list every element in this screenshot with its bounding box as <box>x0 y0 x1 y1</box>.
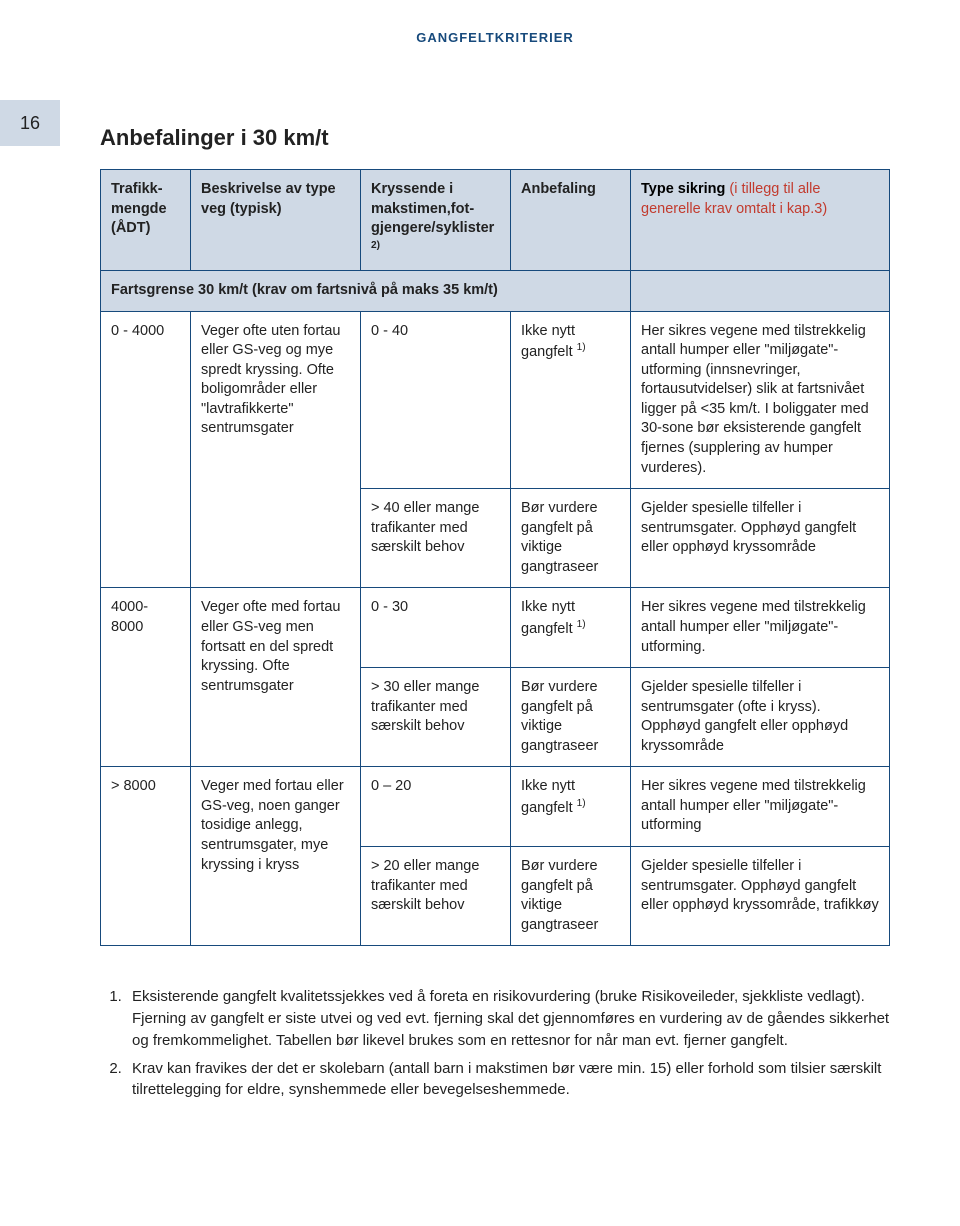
cell-adt: 4000-8000 <box>101 588 191 767</box>
footnote-1: Eksisterende gangfelt kvalitetssjekkes v… <box>126 986 890 1051</box>
cell-adt: 0 - 4000 <box>101 311 191 588</box>
running-head: GANGFELTKRITERIER <box>100 30 890 45</box>
page-number: 16 <box>0 100 60 146</box>
cell-rec-text: Ikke nytt gangfelt <box>521 778 577 815</box>
cell-rec-sup: 1) <box>577 798 586 809</box>
cell-recommendation: Ikke nytt gangfelt 1) <box>511 767 631 847</box>
cell-desc: Veger med fortau eller GS-veg, noen gang… <box>191 767 361 946</box>
cell-securing: Gjelder spesielle tilfeller i sentrumsga… <box>631 489 890 588</box>
col-header-crossing-text: Kryssende i makstimen,fot­gjengere/sykli… <box>371 181 494 236</box>
document-page: GANGFELTKRITERIER 16 Anbefalinger i 30 k… <box>0 0 960 1147</box>
cell-adt: > 8000 <box>101 767 191 946</box>
col-header-crossing: Kryssende i makstimen,fot­gjengere/sykli… <box>361 170 511 271</box>
table-subheader-row: Fartsgrense 30 km/t (krav om fartsnivå p… <box>101 271 890 312</box>
cell-recommendation: Ikke nytt gangfelt 1) <box>511 588 631 668</box>
cell-rec-sup: 1) <box>577 342 586 353</box>
cell-securing: Her sikres vegene med tilstrekkelig anta… <box>631 767 890 847</box>
footnotes-list: Eksisterende gangfelt kvalitetssjekkes v… <box>100 986 890 1101</box>
col-header-recommendation: Anbefaling <box>511 170 631 271</box>
table-row: > 8000 Veger med fortau eller GS-veg, no… <box>101 767 890 847</box>
table-row: 0 - 4000 Veger ofte uten fortau eller GS… <box>101 311 890 489</box>
cell-recommendation: Bør vurdere gangfelt på viktige gangtras… <box>511 668 631 767</box>
cell-crossing: > 40 eller mange trafikanter med særskil… <box>361 489 511 588</box>
cell-crossing: 0 - 40 <box>361 311 511 489</box>
cell-rec-text: Ikke nytt gangfelt <box>521 323 577 360</box>
page-title: Anbefalinger i 30 km/t <box>100 125 890 151</box>
table-subheader-empty <box>631 271 890 312</box>
cell-recommendation: Bør vurdere gangfelt på viktige gangtras… <box>511 847 631 946</box>
col-header-adt: Trafikk­mengde (ÅDT) <box>101 170 191 271</box>
cell-crossing: > 30 eller mange trafikanter med særskil… <box>361 668 511 767</box>
col-header-crossing-sup: 2) <box>371 240 380 251</box>
table-header: Trafikk­mengde (ÅDT) Beskrivelse av type… <box>101 170 890 271</box>
cell-rec-sup: 1) <box>577 619 586 630</box>
col-header-desc: Beskrivelse av type veg (typisk) <box>191 170 361 271</box>
col-header-securing-pre: Type sikring <box>641 181 729 197</box>
table-row: 4000-8000 Veger ofte med fortau eller GS… <box>101 588 890 668</box>
cell-desc: Veger ofte med fortau eller GS-veg men f… <box>191 588 361 767</box>
col-header-securing: Type sikring (i tillegg til alle generel… <box>631 170 890 271</box>
cell-rec-text: Ikke nytt gangfelt <box>521 599 577 636</box>
cell-securing: Gjelder spesielle tilfeller i sentrumsga… <box>631 847 890 946</box>
cell-securing: Gjelder spesielle tilfeller i sentrumsga… <box>631 668 890 767</box>
page-content: Anbefalinger i 30 km/t Trafikk­mengde (Å… <box>100 125 890 1101</box>
recommendations-table: Trafikk­mengde (ÅDT) Beskrivelse av type… <box>100 169 890 946</box>
cell-crossing: 0 - 30 <box>361 588 511 668</box>
footnote-2: Krav kan fravikes der det er skolebarn (… <box>126 1058 890 1102</box>
cell-recommendation: Bør vurdere gangfelt på viktige gangtras… <box>511 489 631 588</box>
cell-crossing: 0 – 20 <box>361 767 511 847</box>
cell-desc: Veger ofte uten fortau eller GS-veg og m… <box>191 311 361 588</box>
table-subheader-text: Fartsgrense 30 km/t (krav om fartsnivå p… <box>101 271 631 312</box>
cell-crossing: > 20 eller mange trafikanter med særskil… <box>361 847 511 946</box>
cell-securing: Her sikres vegene med tilstrekkelig anta… <box>631 588 890 668</box>
cell-securing: Her sikres vegene med tilstrekkelig anta… <box>631 311 890 489</box>
cell-recommendation: Ikke nytt gangfelt 1) <box>511 311 631 489</box>
